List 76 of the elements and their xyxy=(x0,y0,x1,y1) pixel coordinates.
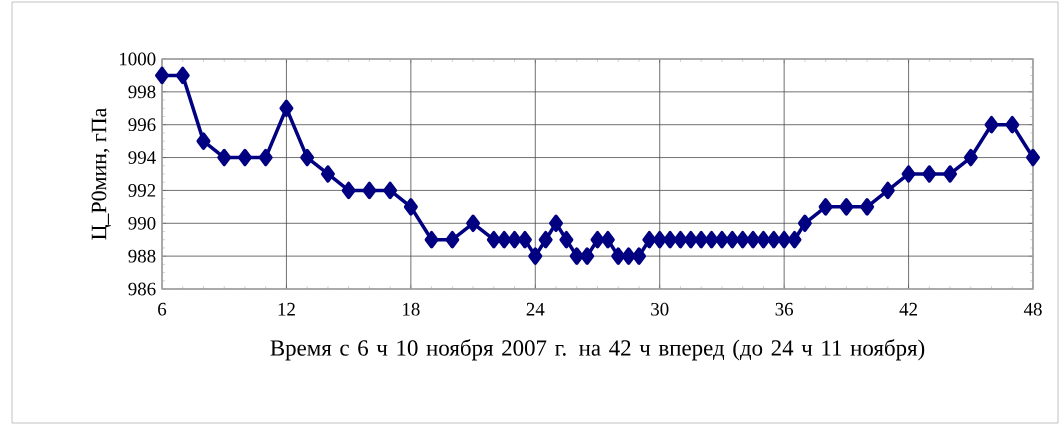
point xyxy=(797,214,812,233)
point xyxy=(839,198,854,216)
point xyxy=(279,99,294,118)
point xyxy=(217,148,232,167)
point xyxy=(445,230,460,249)
point xyxy=(1026,148,1041,167)
point xyxy=(642,230,657,249)
point xyxy=(756,230,771,249)
point xyxy=(486,230,501,249)
x-tick-label: 12 xyxy=(278,302,295,316)
point xyxy=(714,230,729,249)
point xyxy=(497,230,512,249)
point xyxy=(538,230,553,249)
point xyxy=(196,132,211,150)
y-tick-label: 988 xyxy=(128,249,156,263)
point xyxy=(300,148,315,167)
point xyxy=(175,66,190,85)
y-tick-label: 996 xyxy=(128,118,156,132)
point xyxy=(943,165,958,183)
point xyxy=(673,230,688,249)
x-tick-label: 48 xyxy=(1023,302,1042,316)
y-tick-label: 992 xyxy=(128,184,156,197)
point xyxy=(559,230,574,249)
point xyxy=(922,165,937,183)
x-tick-label: 18 xyxy=(403,302,420,316)
point xyxy=(818,198,833,216)
x-tick-label: 36 xyxy=(775,302,794,316)
point xyxy=(466,214,481,233)
point xyxy=(663,230,678,249)
point xyxy=(383,181,398,200)
y-tick-label: 986 xyxy=(128,282,156,296)
point xyxy=(590,230,605,249)
point xyxy=(1005,115,1020,134)
point xyxy=(735,230,750,249)
point xyxy=(652,230,667,249)
x-axis-title: Время с 6 ч 10 ноября 2007 г. на 42 ч вперед (до 24 ч 11 ноября) xyxy=(270,339,925,361)
point xyxy=(984,115,999,134)
point xyxy=(611,247,626,265)
y-tick-label: 1000 xyxy=(119,52,156,66)
point xyxy=(528,247,543,265)
point xyxy=(746,230,761,249)
point xyxy=(631,247,646,265)
point xyxy=(341,181,356,200)
point xyxy=(569,247,584,265)
y-tick-label: 998 xyxy=(128,85,156,99)
point xyxy=(777,230,792,249)
point xyxy=(880,181,895,200)
y-axis-title: Ц_P0мин, гПа xyxy=(91,107,111,240)
point xyxy=(507,230,522,249)
point xyxy=(362,181,377,200)
point xyxy=(237,148,252,167)
point xyxy=(155,66,170,85)
point xyxy=(860,198,875,216)
y-tick-label: 990 xyxy=(128,216,156,230)
point xyxy=(580,247,595,265)
point xyxy=(766,230,781,249)
point xyxy=(403,198,418,216)
y-tick-label: 994 xyxy=(128,151,156,164)
point xyxy=(320,165,335,183)
point xyxy=(258,148,273,167)
point xyxy=(424,230,439,249)
x-tick-label: 30 xyxy=(651,302,669,316)
point xyxy=(694,230,709,249)
point xyxy=(549,214,564,233)
point xyxy=(683,230,698,249)
x-tick-label: 6 xyxy=(158,302,167,316)
x-tick-label: 42 xyxy=(899,302,917,316)
point xyxy=(725,230,740,249)
x-tick-label: 24 xyxy=(526,302,545,316)
point xyxy=(621,247,636,265)
point xyxy=(600,230,615,249)
point xyxy=(901,165,916,183)
point xyxy=(787,230,802,249)
point xyxy=(963,148,978,167)
point xyxy=(704,230,719,249)
point xyxy=(517,230,532,249)
